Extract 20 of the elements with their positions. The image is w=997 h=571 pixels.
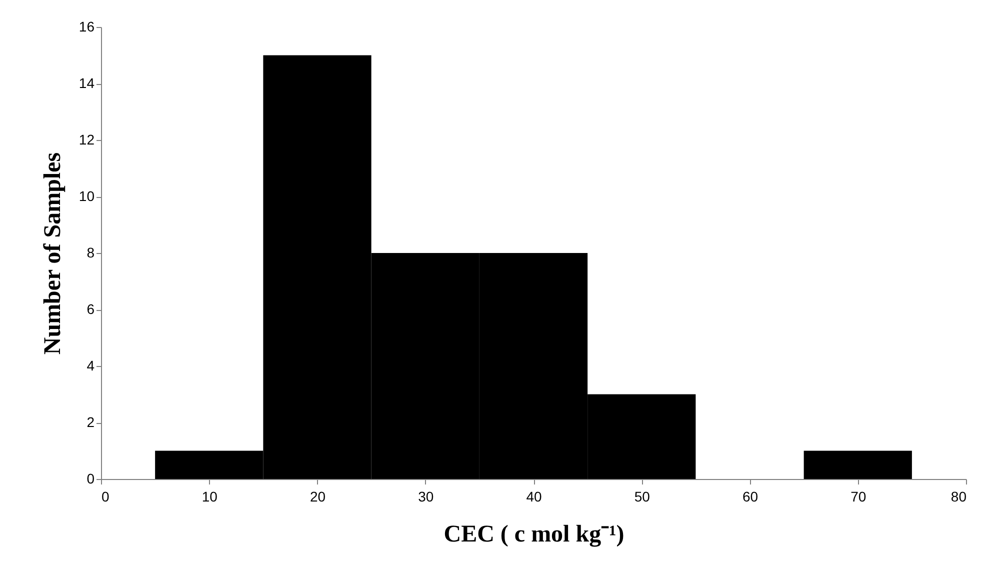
x-tick-label: 80 [950, 488, 967, 504]
x-tick-label: 30 [418, 488, 434, 504]
x-tick-label: 0 [102, 488, 110, 504]
x-tick-label: 70 [850, 488, 866, 504]
x-tick-label: 40 [526, 488, 542, 504]
y-tick-label: 2 [86, 414, 95, 430]
y-tick-label: 0 [86, 470, 95, 486]
x-axis-title: CEC ( c mol kg⁻¹) [444, 522, 624, 548]
y-axis-title: Number of Samples [40, 152, 66, 355]
y-tick-label: 4 [86, 358, 95, 374]
y-tick-label: 14 [78, 75, 95, 91]
y-tick-label: 16 [78, 18, 95, 34]
y-tick-label: 12 [78, 132, 95, 148]
x-tick-label: 20 [310, 488, 326, 504]
x-tick-label: 60 [742, 488, 758, 504]
y-tick-label: 6 [86, 301, 95, 317]
y-tick-label: 10 [78, 188, 95, 204]
x-tick-label: 50 [634, 488, 650, 504]
x-tick-label: 10 [202, 488, 218, 504]
y-tick-label: 8 [86, 244, 95, 260]
